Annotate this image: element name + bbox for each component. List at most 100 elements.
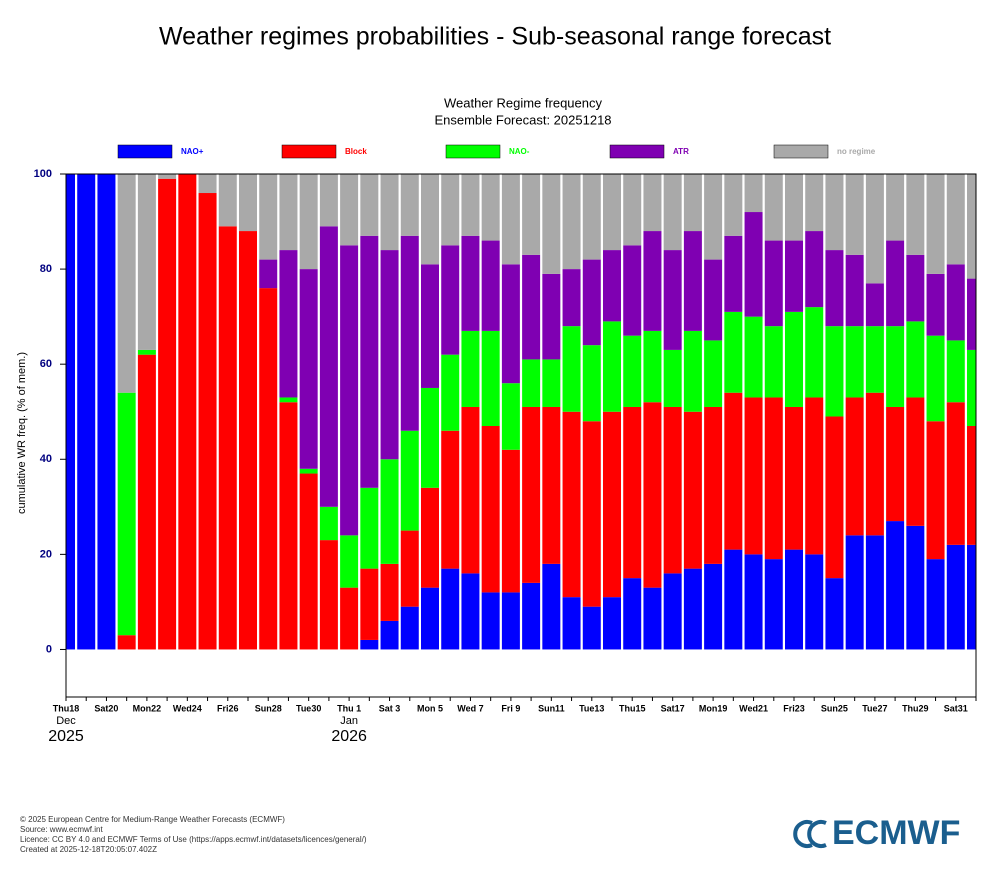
- bar-segment: [785, 174, 803, 241]
- bar-segment: [643, 231, 662, 331]
- bar-segment: [66, 174, 75, 650]
- bar-segment: [785, 549, 803, 650]
- bar-segment: [218, 226, 237, 650]
- bar-segment: [582, 174, 601, 260]
- x-tick-label: Mon 5: [417, 703, 443, 713]
- bar-segment: [704, 406, 723, 564]
- bar-segment: [805, 231, 824, 308]
- bar-segment: [967, 425, 976, 545]
- logo-icon: [793, 820, 827, 848]
- footer-line: Source: www.ecmwf.int: [20, 825, 103, 834]
- bar-segment: [319, 174, 338, 227]
- bar-segment: [805, 307, 824, 398]
- legend-swatch: [773, 144, 829, 159]
- y-tick-label: 80: [40, 263, 52, 275]
- bar-segment: [825, 250, 844, 327]
- bar-segment: [785, 240, 803, 312]
- bar-segment: [360, 174, 379, 236]
- bar-segment: [461, 235, 480, 331]
- bar-segment: [886, 406, 905, 522]
- bar-segment: [279, 402, 298, 650]
- bar-segment: [400, 430, 419, 531]
- bar-segment: [865, 283, 884, 327]
- x-year-label: 2025: [48, 728, 84, 745]
- bar-segment: [461, 330, 480, 407]
- bar-segment: [683, 231, 702, 331]
- bar-segment: [623, 578, 642, 650]
- bar-segment: [299, 473, 318, 650]
- bar-segment: [582, 606, 601, 650]
- bar-segment: [845, 326, 864, 398]
- y-tick-label: 20: [40, 548, 52, 560]
- bar-segment: [279, 250, 298, 398]
- bar-segment: [785, 406, 803, 550]
- bar-segment: [825, 578, 844, 650]
- bar-segment: [421, 174, 439, 265]
- bar-segment: [845, 535, 864, 650]
- bar-segment: [461, 406, 480, 574]
- bar-segment: [724, 392, 743, 550]
- bar-segment: [319, 540, 338, 650]
- bar-segment: [926, 559, 945, 650]
- bar-segment: [643, 330, 662, 403]
- bar-segment: [522, 254, 541, 360]
- bar-segment: [421, 387, 439, 488]
- bar-segment: [259, 259, 278, 289]
- bar-segment: [441, 568, 460, 650]
- bar-segment: [603, 411, 621, 598]
- bar-segment: [481, 425, 500, 593]
- bar-segment: [724, 174, 743, 236]
- bar-segment: [562, 269, 581, 327]
- bar-segment: [299, 269, 318, 469]
- bar-segment: [865, 535, 884, 650]
- bar-segment: [279, 174, 298, 251]
- x-tick-label: Thu29: [902, 703, 929, 713]
- bar-segment: [481, 330, 500, 426]
- bar-segment: [441, 174, 460, 246]
- bar-segment: [704, 174, 723, 260]
- bar-segment: [886, 326, 905, 407]
- x-tick-label: Thu18: [53, 703, 80, 713]
- bar-segment: [158, 178, 177, 650]
- bar-segment: [522, 582, 541, 650]
- bar-segment: [704, 340, 723, 407]
- bar-segment: [340, 535, 359, 588]
- bar-segment: [643, 402, 662, 588]
- x-tick-label: Mon19: [699, 703, 728, 713]
- bar-segment: [117, 635, 136, 650]
- bar-segment: [906, 321, 925, 398]
- x-tick-label: Wed21: [739, 703, 768, 713]
- bar-segment: [239, 231, 257, 650]
- x-tick-label: Wed 7: [457, 703, 483, 713]
- bar-segment: [461, 174, 480, 236]
- bar-segment: [663, 406, 682, 574]
- bar-segment: [259, 288, 278, 650]
- bar-segment: [542, 563, 561, 650]
- bar-segment: [967, 278, 976, 350]
- bar-segment: [663, 250, 682, 350]
- bar-segment: [865, 326, 884, 393]
- bar-segment: [946, 264, 965, 341]
- bar-segment: [744, 212, 763, 317]
- legend-label: NAO-: [509, 147, 530, 156]
- bar-segment: [481, 592, 500, 650]
- bar-segment: [522, 406, 541, 583]
- bar-segment: [805, 397, 824, 555]
- bar-segment: [501, 264, 520, 384]
- bar-segment: [360, 639, 379, 650]
- bar-segment: [926, 273, 945, 336]
- bar-segment: [117, 174, 136, 393]
- x-tick-label: Sun11: [538, 703, 565, 713]
- bar-segment: [441, 354, 460, 431]
- bar-segment: [603, 597, 621, 650]
- bar-segment: [421, 587, 439, 650]
- bar-segment: [663, 174, 682, 251]
- bar-segment: [886, 521, 905, 650]
- bar-segment: [805, 174, 824, 232]
- bar-segment: [906, 397, 925, 526]
- footer-line: © 2025 European Centre for Medium-Range …: [20, 815, 285, 824]
- bar-segment: [744, 554, 763, 650]
- bar-segment: [400, 235, 419, 431]
- legend-swatch: [445, 144, 501, 159]
